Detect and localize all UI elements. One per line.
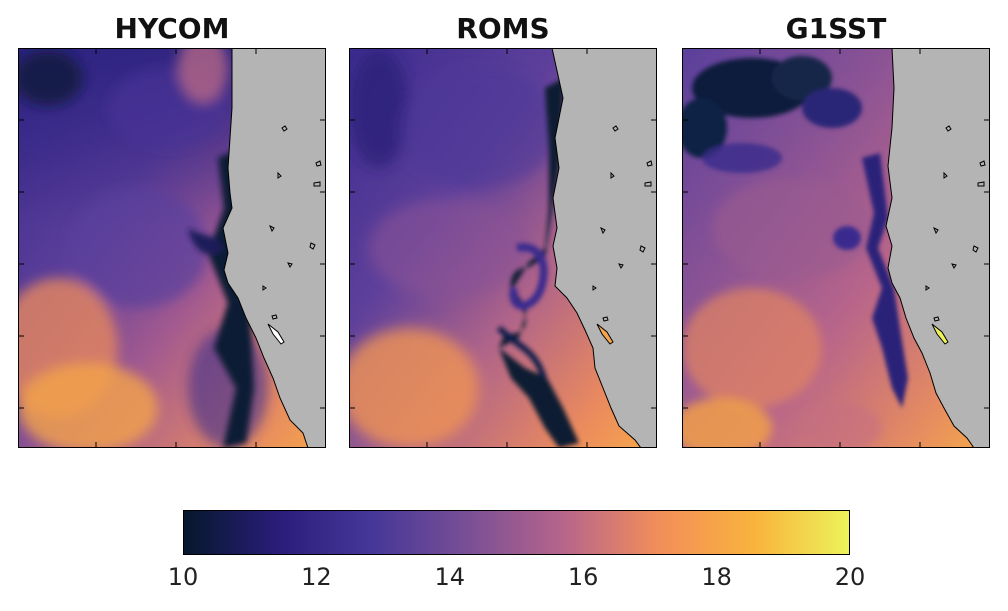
map-frame — [349, 48, 657, 448]
upwelling-band — [496, 78, 579, 448]
island-outlines — [262, 125, 322, 345]
axis-ticks — [349, 48, 657, 448]
map-frame — [18, 48, 326, 448]
land-mass — [222, 48, 326, 448]
island-outlines — [925, 125, 986, 345]
island-outlines — [592, 125, 653, 345]
land-mass — [885, 48, 990, 448]
cold-patches — [682, 56, 862, 173]
warm-patches — [682, 178, 882, 448]
map-hycom — [18, 48, 326, 448]
colorbar-tick-label: 12 — [301, 563, 332, 591]
panel-title-roms: ROMS — [456, 12, 550, 45]
map-frame — [682, 48, 990, 448]
panel-title-hycom: HYCOM — [114, 12, 230, 45]
colorbar-tick-label: 20 — [834, 563, 866, 591]
map-g1sst — [682, 48, 990, 448]
colorbar-tick-label: 18 — [701, 563, 732, 591]
eddy-features — [349, 48, 559, 448]
colorbar-tick-label: 14 — [434, 563, 466, 591]
land-mass — [551, 48, 657, 448]
panel-title-g1sst: G1SST — [785, 12, 887, 45]
axis-ticks — [18, 48, 326, 448]
colorbar — [183, 510, 850, 555]
map-roms — [349, 48, 657, 448]
axis-ticks — [682, 48, 990, 448]
colorbar-tick-label: 10 — [167, 563, 199, 591]
colorbar-tick-label: 16 — [567, 563, 599, 591]
upwelling-band — [833, 153, 908, 408]
